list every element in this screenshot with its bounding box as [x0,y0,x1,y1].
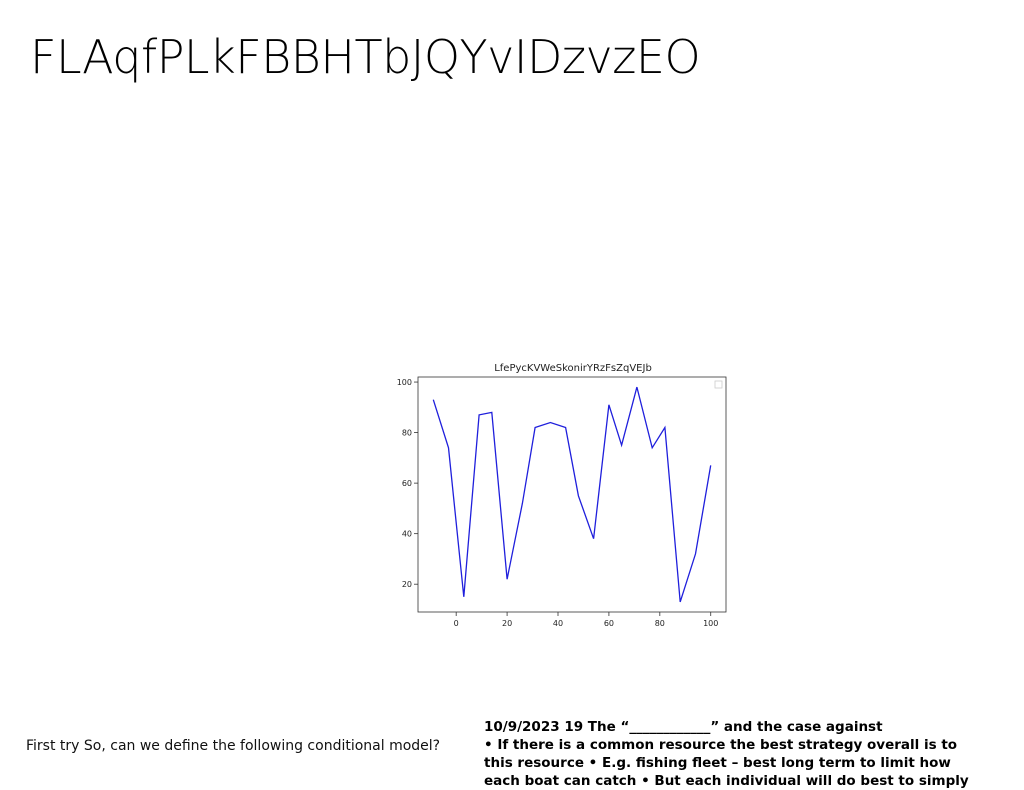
chart-svg: LfePycKVWeSkonirYRzFsZqVEJb 0 20 40 60 80 100… [397,363,727,628]
x-axis-ticks: 0 20 40 60 80 100 [454,612,718,628]
notes-line: each boat can catch • But each individua… [484,773,969,789]
chart-title: LfePycKVWeSkonirYRzFsZqVEJb [494,363,652,374]
y-tick-label: 100 [397,378,412,387]
legend-box [714,380,723,389]
notes-line: 10/9/2023 19 The “____________” and the … [484,719,883,735]
y-tick-label: 60 [402,479,412,488]
x-tick-label: 20 [502,619,512,628]
y-tick-label: 80 [402,429,412,438]
line-chart: LfePycKVWeSkonirYRzFsZqVEJb 0 20 40 60 80 100… [380,356,740,636]
y-tick-label: 40 [402,530,412,539]
x-tick-label: 60 [604,619,614,628]
x-tick-label: 40 [553,619,563,628]
x-tick-label: 80 [655,619,665,628]
x-tick-label: 0 [454,619,459,628]
slide-caption: First try So, can we define the followin… [26,738,441,754]
notes-line: • If there is a common resource the best… [484,737,958,753]
plot-frame [417,376,727,613]
y-tick-label: 20 [402,580,412,589]
slide-title: FLAqfPLkFBBHTbJQYvIDzvzEO [30,30,701,84]
series-layer [432,386,712,603]
slide-notes: 10/9/2023 19 The “____________” and the … [484,718,1014,790]
x-tick-label: 100 [703,619,718,628]
series-line [432,386,712,603]
notes-line: this resource • E.g. fishing fleet – bes… [484,755,951,771]
y-axis-ticks: 20 40 60 80 100 [397,378,418,589]
